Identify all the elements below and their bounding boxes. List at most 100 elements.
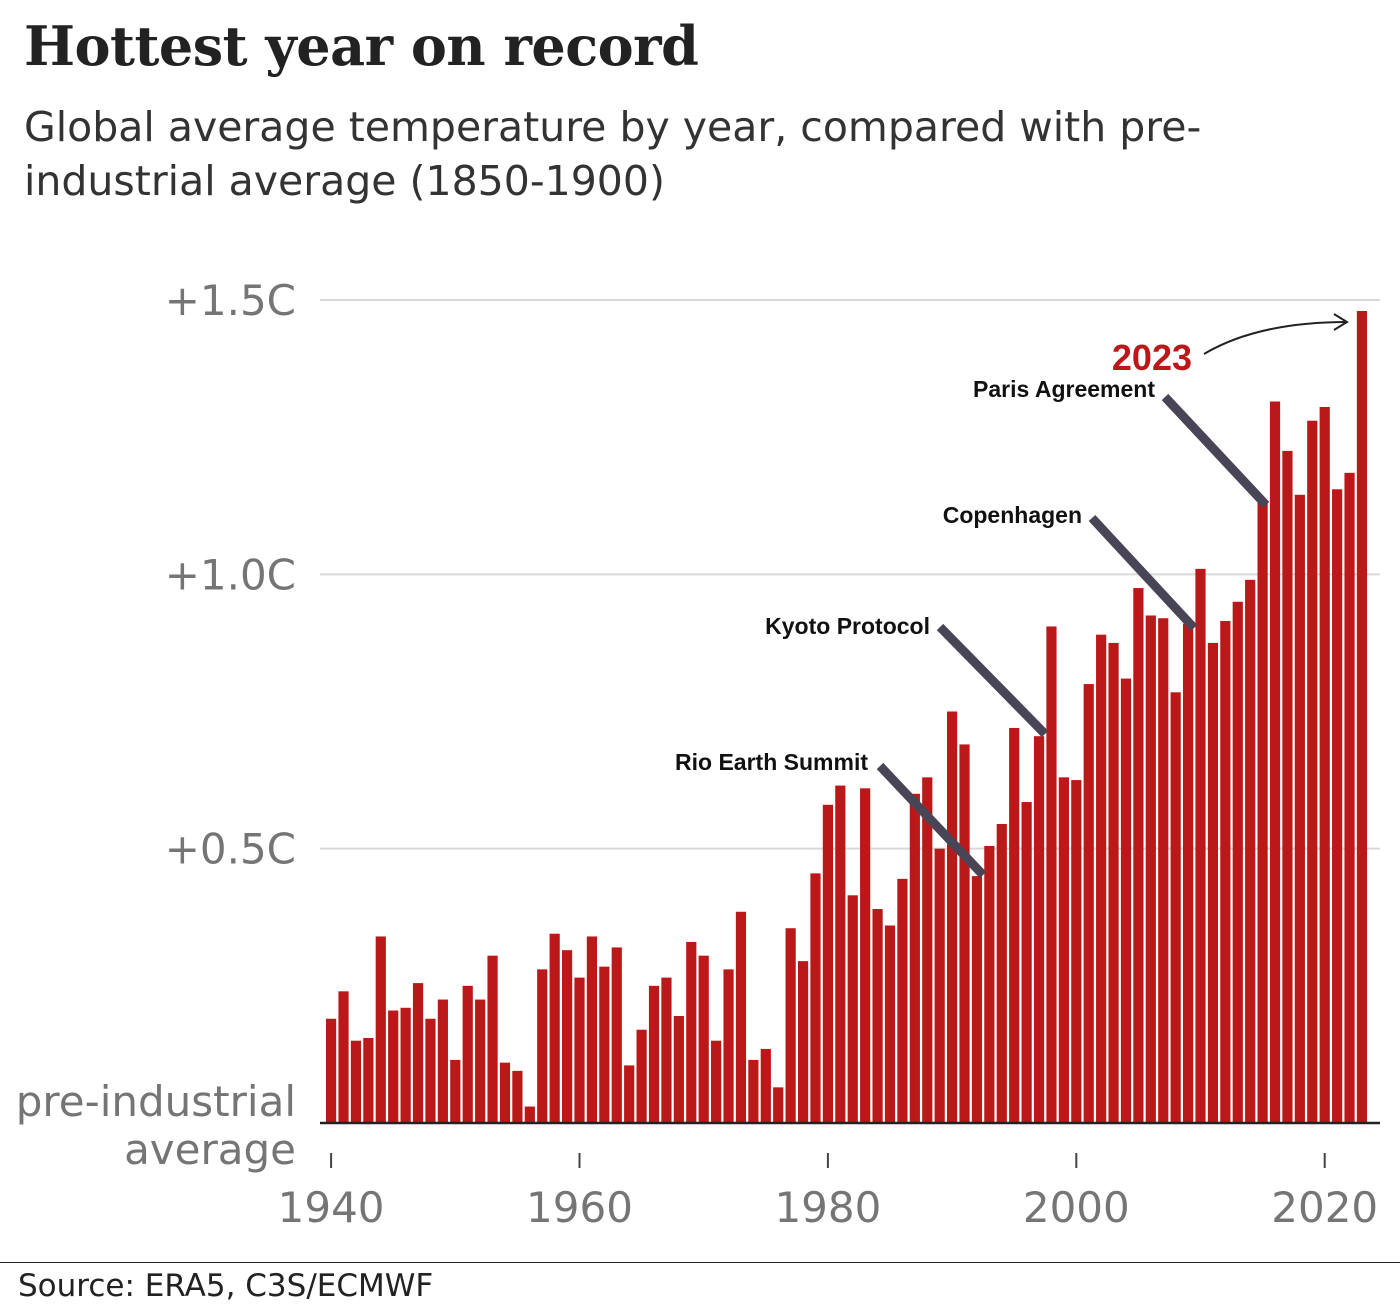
- bar-1999: [1058, 777, 1069, 1123]
- bar-1945: [388, 1010, 399, 1123]
- bar-1970: [698, 955, 709, 1123]
- bar-2021: [1332, 489, 1343, 1123]
- bar-2019: [1307, 420, 1318, 1123]
- bar-1967: [661, 977, 672, 1123]
- y-tick-label: +0.5C: [165, 825, 296, 874]
- bar-1956: [524, 1106, 535, 1123]
- bar-2008: [1170, 692, 1181, 1123]
- bar-1959: [561, 950, 573, 1123]
- bar-1994: [996, 823, 1007, 1123]
- bar-1957: [537, 969, 548, 1123]
- annotation-pointer: [936, 623, 1049, 738]
- bar-1962: [599, 966, 610, 1123]
- bar-1978: [797, 961, 809, 1123]
- bar-1986: [897, 878, 908, 1123]
- bar-1951: [462, 985, 473, 1123]
- bar-1972: [723, 969, 734, 1123]
- bar-1950: [450, 1059, 461, 1123]
- bar-1965: [636, 1029, 647, 1123]
- bar-1969: [686, 941, 697, 1123]
- bar-2005: [1133, 588, 1144, 1123]
- bar-1940: [326, 1018, 337, 1123]
- bar-1981: [835, 785, 846, 1123]
- bar-1984: [872, 909, 883, 1123]
- bar-1992: [971, 876, 983, 1123]
- bar-2007: [1158, 618, 1169, 1123]
- source-note: Source: ERA5, C3S/ECMWF: [18, 1268, 434, 1304]
- annotation-label: Paris Agreement: [973, 376, 1155, 402]
- bar-1960: [574, 977, 585, 1123]
- bar-1943: [363, 1037, 374, 1123]
- bar-2010: [1195, 568, 1206, 1123]
- bar-2017: [1282, 450, 1293, 1124]
- bar-2018: [1294, 494, 1305, 1123]
- bar-1990: [947, 711, 958, 1123]
- bar-1997: [1033, 736, 1045, 1123]
- bar-1987: [909, 793, 920, 1123]
- bar-1989: [934, 848, 945, 1123]
- bar-1983: [860, 788, 871, 1123]
- bar-1952: [475, 999, 486, 1123]
- source-divider: [0, 1262, 1400, 1263]
- x-tick-label: 1940: [278, 1183, 385, 1232]
- bar-1998: [1046, 626, 1057, 1123]
- bar-1949: [437, 999, 448, 1123]
- bar-1963: [611, 947, 622, 1123]
- bar-1947: [412, 983, 424, 1123]
- baseline-label: average: [124, 1125, 296, 1174]
- highlight-arrow: [1203, 321, 1347, 355]
- annotation-pointer: [1088, 514, 1198, 632]
- annotations: Rio Earth Summit Kyoto Protocol Copenhagen…: [675, 313, 1349, 879]
- annotation-label: Kyoto Protocol: [765, 613, 930, 639]
- annotation-pointer: [876, 762, 987, 879]
- bar-1942: [350, 1040, 362, 1123]
- bar-1996: [1021, 802, 1032, 1123]
- baseline-label: pre-industrial: [16, 1077, 296, 1126]
- bar-1993: [984, 845, 995, 1123]
- bar-2014: [1245, 579, 1256, 1123]
- bar-1991: [959, 744, 970, 1123]
- x-tick-label: 2020: [1271, 1183, 1378, 1232]
- bar-1982: [847, 895, 858, 1123]
- bar-1964: [624, 1065, 635, 1123]
- bar-1985: [884, 925, 896, 1123]
- bar-1988: [922, 777, 933, 1123]
- bar-1944: [375, 936, 386, 1123]
- bar-1977: [785, 928, 796, 1123]
- bar-2001: [1083, 684, 1094, 1123]
- bar-1971: [711, 1040, 722, 1123]
- bar-2004: [1120, 678, 1132, 1123]
- x-tick-label: 1980: [774, 1183, 881, 1232]
- y-tick-label: +1.5C: [165, 276, 296, 325]
- bar-1995: [1009, 727, 1020, 1123]
- bar-2002: [1096, 634, 1107, 1123]
- bar-2016: [1269, 401, 1281, 1124]
- bar-2003: [1108, 642, 1119, 1123]
- bar-2006: [1145, 615, 1156, 1123]
- annotation-label: Rio Earth Summit: [675, 749, 868, 775]
- bar-2015: [1257, 503, 1268, 1123]
- bar-1975: [760, 1048, 771, 1123]
- bar-1961: [586, 936, 598, 1123]
- bar-1941: [338, 991, 349, 1123]
- bar-2022: [1344, 472, 1355, 1124]
- highlight-arrowhead: [1333, 313, 1349, 331]
- bar-2012: [1220, 620, 1231, 1123]
- bar-1976: [773, 1087, 784, 1123]
- bar-2000: [1071, 780, 1082, 1123]
- bar-2020: [1319, 406, 1330, 1123]
- highlight-label: 2023: [1112, 337, 1192, 378]
- chart-title: Hottest year on record: [24, 14, 699, 78]
- bar-1946: [400, 1007, 411, 1123]
- chart-subtitle: Global average temperature by year, comp…: [24, 103, 1202, 205]
- bar-2013: [1232, 601, 1243, 1123]
- x-tick-label: 2000: [1023, 1183, 1130, 1232]
- annotation-pointer: [1161, 393, 1270, 509]
- bars: [326, 310, 1368, 1124]
- bar-1948: [425, 1018, 436, 1123]
- bar-1954: [499, 1062, 511, 1123]
- bar-1980: [822, 804, 833, 1123]
- bar-1968: [673, 1016, 684, 1123]
